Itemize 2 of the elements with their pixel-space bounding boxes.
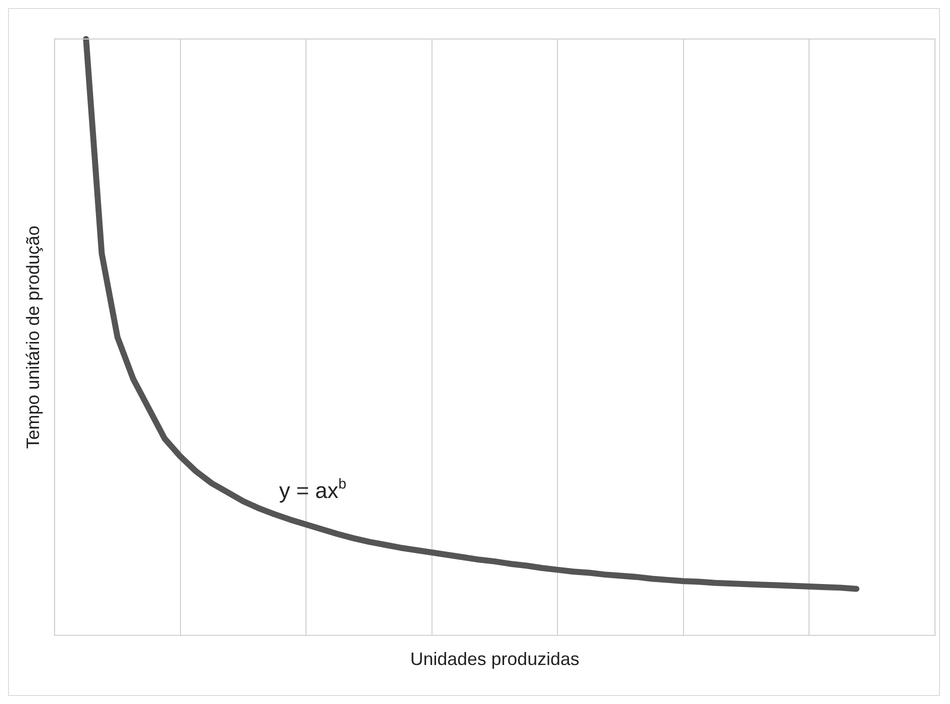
y-axis-title: Tempo unitário de produção — [22, 226, 43, 449]
x-axis-title: Unidades produzidas — [410, 649, 580, 670]
